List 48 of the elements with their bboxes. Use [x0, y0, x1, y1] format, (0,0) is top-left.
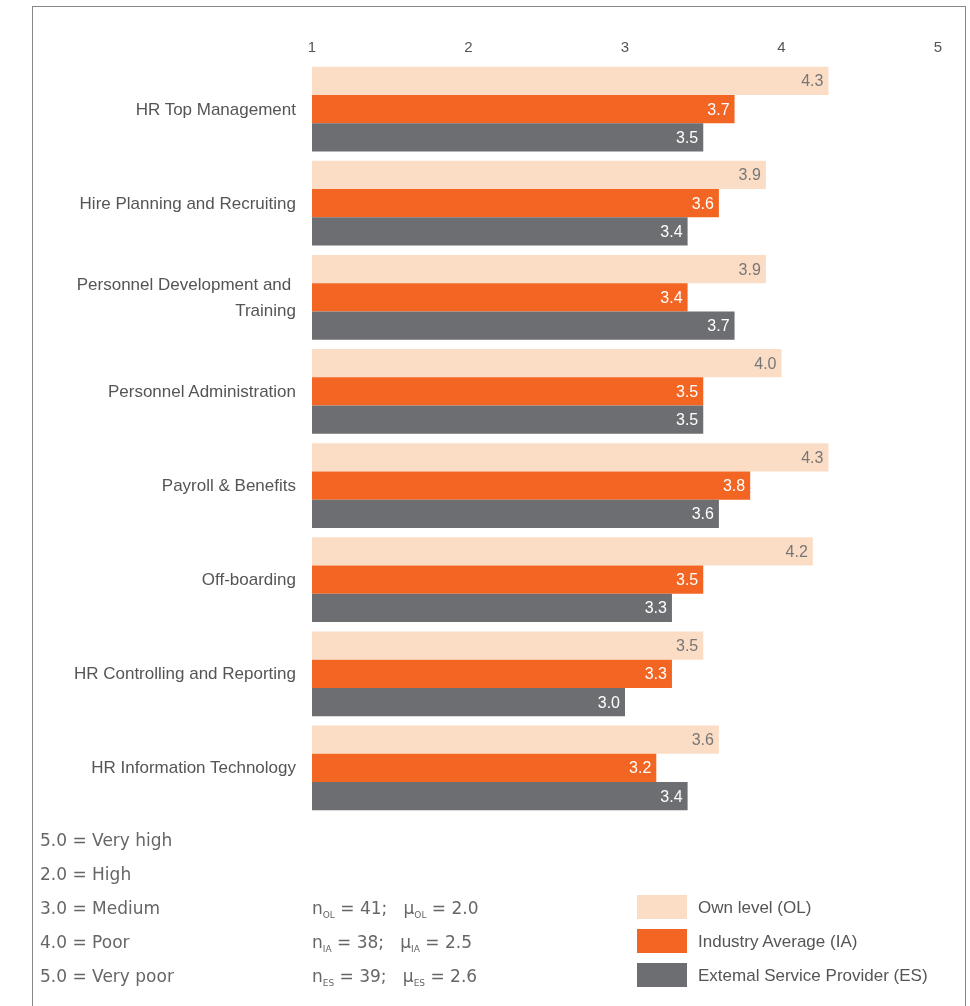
x-tick-label: 3	[620, 38, 630, 55]
data-label: 3.5	[676, 128, 699, 146]
y-tick-label: Personnel Administration	[107, 381, 296, 401]
x-tick-label: 1	[307, 38, 317, 55]
x-tick-label: 2	[464, 38, 473, 55]
text: 5.0 = Very poor	[40, 966, 174, 986]
data-label: 3.9	[738, 260, 761, 278]
legend-label: Industry Average (IA)	[698, 931, 858, 951]
data-label: 3.5	[676, 382, 699, 400]
legend-label: Own level (OL)	[698, 897, 812, 917]
y-tick-label: HR Information Technology	[91, 758, 297, 778]
data-label: 3.6	[691, 505, 714, 523]
y-tick-label: Personnel Development and Training	[76, 274, 296, 320]
x-tick-label: 4	[777, 38, 786, 55]
legend-label: Extemal Service Provider (ES)	[698, 965, 928, 985]
data-label: 3.3	[644, 665, 668, 683]
data-label: 3.6	[691, 194, 714, 212]
data-label: 3.6	[691, 731, 714, 749]
data-label: 3.9	[738, 166, 761, 184]
y-tick-label: HR Controlling and Reporting	[73, 664, 296, 684]
data-label: 3.7	[707, 100, 730, 118]
y-tick-label: HR Top Management	[135, 99, 297, 119]
data-label: 4.0	[754, 354, 777, 372]
text: n$_{ES}$ = 39; μ$_{ES}$ = 2.6	[312, 966, 478, 989]
text: 5.0 = Very high	[40, 830, 173, 850]
text: n$_{OL}$ = 41; μ$_{OL}$ = 2.0	[312, 898, 479, 921]
data-label: 3.2	[629, 759, 652, 777]
data-label: 4.3	[801, 72, 824, 90]
data-label: 3.4	[660, 787, 683, 805]
data-label: 3.4	[660, 288, 683, 306]
text: n$_{IA}$ = 38; μ$_{IA}$ = 2.5	[312, 932, 472, 955]
x-tick-label: 5	[933, 38, 943, 55]
data-label: 3.5	[676, 411, 699, 429]
text: 3.0 = Medium	[40, 898, 161, 918]
data-label: 3.7	[707, 317, 730, 335]
y-tick-label: Payroll & Benefits	[161, 476, 296, 496]
data-label: 3.3	[644, 599, 668, 617]
data-label: 3.5	[676, 571, 699, 589]
data-label: 3.4	[660, 222, 683, 240]
text: 4.0 = Poor	[40, 932, 130, 952]
y-tick-label: Off-boarding	[201, 570, 296, 590]
text: 2.0 = High	[40, 864, 132, 884]
data-label: 3.5	[676, 637, 699, 655]
data-label: 4.3	[801, 448, 824, 466]
data-label: 3.8	[722, 477, 746, 495]
data-label: 4.2	[785, 542, 808, 560]
data-label: 3.0	[597, 693, 621, 711]
y-tick-label: Hire Planning and Recruiting	[79, 193, 296, 213]
